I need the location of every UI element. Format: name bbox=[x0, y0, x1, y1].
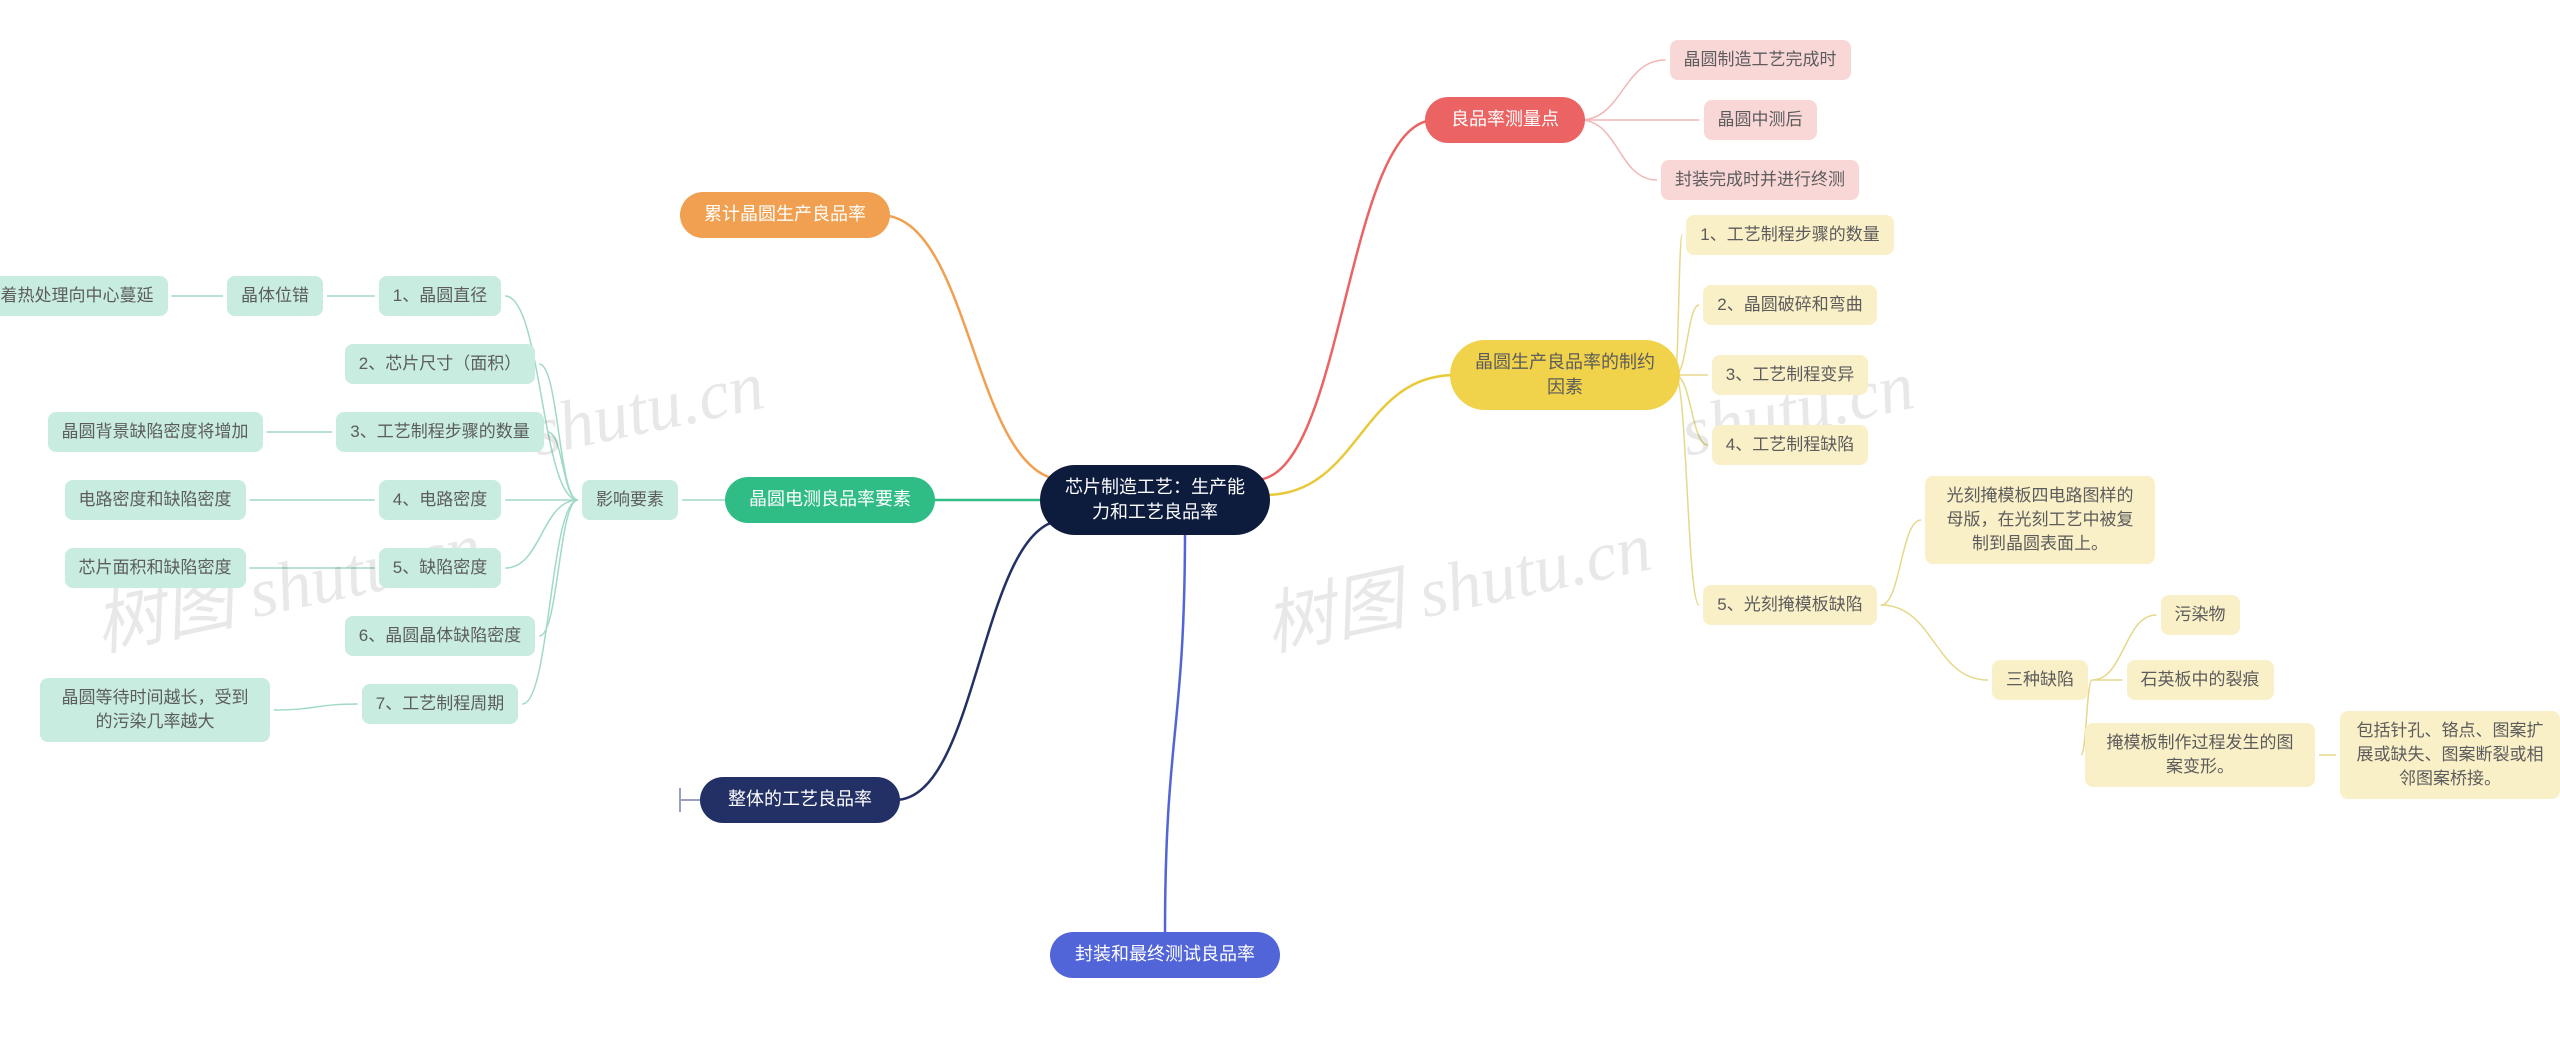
green-leaf-0: 1、晶圆直径 bbox=[379, 276, 501, 316]
green-sub-5: 晶圆等待时间越长，受到的污染几率越大 bbox=[40, 678, 270, 742]
yellow-5b-2: 掩模板制作过程发生的图案变形。 bbox=[2085, 723, 2315, 787]
branch-navy: 整体的工艺良品率 bbox=[700, 777, 900, 822]
branch-red: 良品率测量点 bbox=[1425, 97, 1585, 142]
yellow-5b: 三种缺陷 bbox=[1992, 660, 2088, 700]
center-node: 芯片制造工艺：生产能力和工艺良品率 bbox=[1040, 465, 1270, 535]
green-leaf-6: 7、工艺制程周期 bbox=[362, 684, 518, 724]
yellow-leaf-0: 1、工艺制程步骤的数量 bbox=[1686, 215, 1893, 255]
branch-blue: 封装和最终测试良品率 bbox=[1050, 932, 1280, 977]
green-sub-0: 晶体位错 bbox=[227, 276, 323, 316]
green-sub-1: 会随着热处理向中心蔓延 bbox=[0, 276, 168, 316]
yellow-leaf-1: 2、晶圆破碎和弯曲 bbox=[1703, 285, 1876, 325]
watermark-1: shutu.cn bbox=[524, 346, 771, 473]
green-mid: 影响要素 bbox=[582, 480, 678, 520]
watermark-4: 树图 shutu.cn bbox=[1254, 490, 1659, 670]
yellow-leaf-2: 3、工艺制程变异 bbox=[1712, 355, 1868, 395]
yellow-leaf-4: 5、光刻掩模板缺陷 bbox=[1703, 585, 1876, 625]
yellow-5b-0: 污染物 bbox=[2161, 595, 2240, 635]
branch-orange: 累计晶圆生产良品率 bbox=[680, 192, 890, 237]
connector-layer bbox=[0, 0, 2560, 1055]
green-leaf-3: 4、电路密度 bbox=[379, 480, 501, 520]
branch-yellow: 晶圆生产良品率的制约因素 bbox=[1450, 340, 1680, 410]
red-leaf-1: 晶圆中测后 bbox=[1704, 100, 1817, 140]
red-leaf-0: 晶圆制造工艺完成时 bbox=[1670, 40, 1851, 80]
green-leaf-5: 6、晶圆晶体缺陷密度 bbox=[345, 616, 535, 656]
green-leaf-2: 3、工艺制程步骤的数量 bbox=[336, 412, 543, 452]
green-sub-3: 电路密度和缺陷密度 bbox=[65, 480, 246, 520]
yellow-5b-1: 石英板中的裂痕 bbox=[2127, 660, 2274, 700]
yellow-5b-2-0: 包括针孔、铬点、图案扩展或缺失、图案断裂或相邻图案桥接。 bbox=[2340, 711, 2560, 798]
green-leaf-4: 5、缺陷密度 bbox=[379, 548, 501, 588]
red-leaf-2: 封装完成时并进行终测 bbox=[1661, 160, 1859, 200]
yellow-5a: 光刻掩模板四电路图样的母版，在光刻工艺中被复制到晶圆表面上。 bbox=[1925, 476, 2155, 563]
green-sub-2: 晶圆背景缺陷密度将增加 bbox=[48, 412, 263, 452]
branch-green: 晶圆电测良品率要素 bbox=[725, 477, 935, 522]
green-leaf-1: 2、芯片尺寸（面积） bbox=[345, 344, 535, 384]
green-sub-4: 芯片面积和缺陷密度 bbox=[65, 548, 246, 588]
yellow-leaf-3: 4、工艺制程缺陷 bbox=[1712, 425, 1868, 465]
